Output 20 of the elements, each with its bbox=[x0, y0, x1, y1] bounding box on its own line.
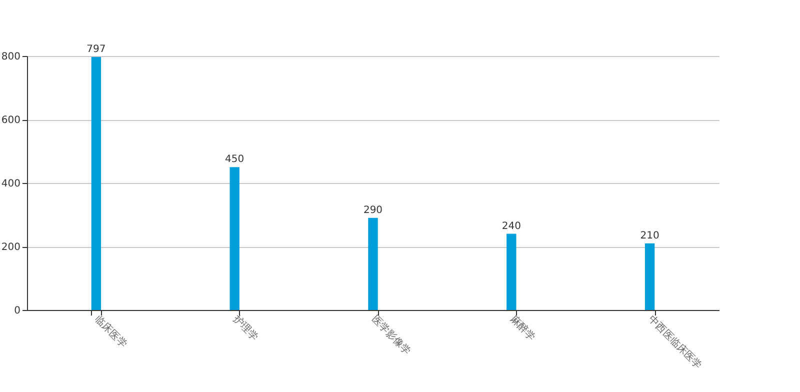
y-tick-label: 600 bbox=[1, 115, 20, 126]
data-label: 797 bbox=[86, 44, 106, 55]
x-tick-label: 医学影像学 bbox=[369, 313, 414, 358]
x-tick-label: 护理学 bbox=[230, 312, 261, 343]
y-tick-label: 200 bbox=[1, 242, 20, 253]
bar bbox=[368, 218, 378, 310]
x-tick-label: 临床医学 bbox=[92, 313, 130, 350]
bar bbox=[230, 167, 240, 310]
bar bbox=[506, 234, 516, 310]
y-tick-label: 400 bbox=[1, 178, 20, 190]
x-tick-label: 中西医临床医学 bbox=[646, 313, 704, 372]
x-tick-label: 麻醉学 bbox=[508, 313, 538, 343]
data-label: 210 bbox=[640, 230, 660, 242]
data-label: 450 bbox=[225, 154, 244, 166]
data-label: 240 bbox=[502, 220, 521, 232]
bar bbox=[91, 56, 102, 310]
y-tick-label: 800 bbox=[1, 52, 20, 62]
data-label: 290 bbox=[363, 204, 383, 216]
y-tick-label: 0 bbox=[14, 306, 20, 316]
bar bbox=[644, 243, 655, 310]
